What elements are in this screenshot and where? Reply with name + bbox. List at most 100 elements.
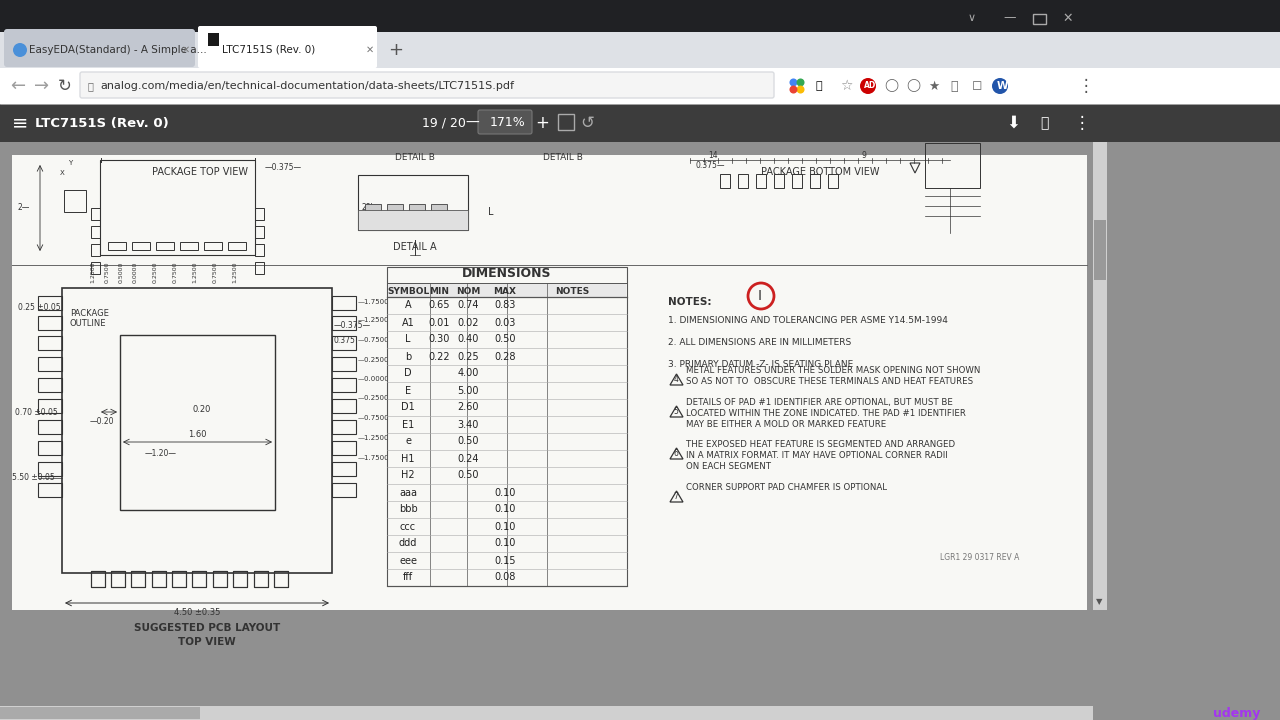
Bar <box>0 32 1280 68</box>
Text: E1: E1 <box>402 420 415 430</box>
Bar <box>64 190 86 212</box>
Text: 0.25 ±0.05: 0.25 ±0.05 <box>18 303 60 312</box>
Bar <box>358 210 468 230</box>
Text: 5.00: 5.00 <box>457 385 479 395</box>
Text: 0.2500: 0.2500 <box>152 261 157 283</box>
Text: 171%: 171% <box>490 117 526 130</box>
Text: EasyEDA(Standard) - A Simple a...: EasyEDA(Standard) - A Simple a... <box>29 45 207 55</box>
Text: NOTES: NOTES <box>554 287 589 295</box>
Text: 0.50: 0.50 <box>494 335 516 344</box>
Bar <box>172 571 186 587</box>
Text: 19 / 20: 19 / 20 <box>422 117 466 130</box>
Text: analog.com/media/en/technical-documentation/data-sheets/LTC7151S.pdf: analog.com/media/en/technical-documentat… <box>100 81 515 91</box>
Bar <box>332 462 356 476</box>
Text: 0.65: 0.65 <box>429 300 449 310</box>
Circle shape <box>790 78 797 86</box>
Bar <box>38 462 61 476</box>
Text: 0.10: 0.10 <box>494 505 516 515</box>
Text: 0.7500: 0.7500 <box>105 261 110 283</box>
Bar <box>810 174 820 188</box>
Text: 0.50: 0.50 <box>457 436 479 446</box>
Text: 1.2500: 1.2500 <box>192 261 197 283</box>
Bar <box>1033 14 1046 24</box>
Text: ◯: ◯ <box>906 79 920 92</box>
Text: 1.2500: 1.2500 <box>233 261 238 283</box>
Text: CORNER SUPPORT PAD CHAMFER IS OPTIONAL: CORNER SUPPORT PAD CHAMFER IS OPTIONAL <box>686 483 887 492</box>
FancyBboxPatch shape <box>79 72 774 98</box>
Bar <box>91 262 100 274</box>
Text: ⋮: ⋮ <box>1074 114 1091 132</box>
Bar <box>558 114 573 130</box>
Text: 2.60: 2.60 <box>457 402 479 413</box>
Bar <box>38 357 61 371</box>
Text: SUGGESTED PCB LAYOUT: SUGGESTED PCB LAYOUT <box>134 623 280 633</box>
Text: 0.83: 0.83 <box>494 300 516 310</box>
Bar <box>387 204 403 222</box>
Text: ↺: ↺ <box>580 114 594 132</box>
Text: I: I <box>758 289 762 303</box>
Bar <box>100 160 255 255</box>
Bar <box>388 283 626 297</box>
Bar <box>12 155 1087 610</box>
Text: 5.50 ±0.05: 5.50 ±0.05 <box>12 473 55 482</box>
Bar <box>38 296 61 310</box>
Text: ▼: ▼ <box>1096 597 1102 606</box>
Bar <box>91 571 105 587</box>
Text: b: b <box>404 351 411 361</box>
Text: Y: Y <box>68 160 72 166</box>
Bar <box>332 420 356 434</box>
Bar <box>253 571 268 587</box>
Bar <box>233 571 247 587</box>
Text: 0.25: 0.25 <box>457 351 479 361</box>
Text: 0.0000: 0.0000 <box>133 261 137 283</box>
Text: —0.2500: —0.2500 <box>358 357 389 363</box>
Bar <box>255 262 264 274</box>
Bar <box>212 571 227 587</box>
Bar <box>207 33 219 46</box>
Text: LTC7151S (Rev. 0): LTC7151S (Rev. 0) <box>221 45 315 55</box>
Bar <box>0 0 1280 32</box>
Bar <box>332 441 356 455</box>
Text: DETAIL A: DETAIL A <box>393 242 436 252</box>
Text: 2. ALL DIMENSIONS ARE IN MILLIMETERS: 2. ALL DIMENSIONS ARE IN MILLIMETERS <box>668 338 851 347</box>
Text: ←: ← <box>10 77 26 95</box>
Text: ddd: ddd <box>399 539 417 549</box>
Bar <box>91 226 100 238</box>
Bar <box>792 174 803 188</box>
Text: L: L <box>406 335 411 344</box>
FancyBboxPatch shape <box>477 110 532 134</box>
Text: NOM: NOM <box>456 287 480 295</box>
Text: +: + <box>388 41 403 59</box>
Text: 3.40: 3.40 <box>457 420 479 430</box>
Text: MAY BE EITHER A MOLD OR MARKED FEATURE: MAY BE EITHER A MOLD OR MARKED FEATURE <box>686 420 886 429</box>
Text: e: e <box>404 436 411 446</box>
Bar <box>828 174 838 188</box>
Text: A: A <box>404 300 411 310</box>
Bar <box>0 707 200 719</box>
Text: aaa: aaa <box>399 487 417 498</box>
Text: 0.74: 0.74 <box>457 300 479 310</box>
Text: ↻: ↻ <box>58 77 72 95</box>
Text: 🔒: 🔒 <box>88 81 93 91</box>
Text: —1.2500: —1.2500 <box>358 317 389 323</box>
Bar <box>0 104 1280 142</box>
Bar <box>131 571 145 587</box>
Text: 5: 5 <box>673 407 678 416</box>
Text: 0.28: 0.28 <box>494 351 516 361</box>
Text: —1.7500: —1.7500 <box>358 455 389 461</box>
Bar <box>38 483 61 497</box>
Bar <box>332 378 356 392</box>
Text: SYMBOL: SYMBOL <box>387 287 429 295</box>
Text: D1: D1 <box>401 402 415 413</box>
Circle shape <box>13 43 27 57</box>
Bar <box>0 68 1280 104</box>
Bar <box>1093 142 1107 610</box>
Text: 0.15: 0.15 <box>494 556 516 565</box>
Text: PACKAGE: PACKAGE <box>70 309 109 318</box>
Bar <box>0 706 1093 720</box>
Text: DETAIL B: DETAIL B <box>396 153 435 162</box>
Text: 0.50: 0.50 <box>457 470 479 480</box>
Text: —0.375—: —0.375— <box>334 321 371 330</box>
Bar <box>38 399 61 413</box>
Text: MAX: MAX <box>494 287 517 295</box>
